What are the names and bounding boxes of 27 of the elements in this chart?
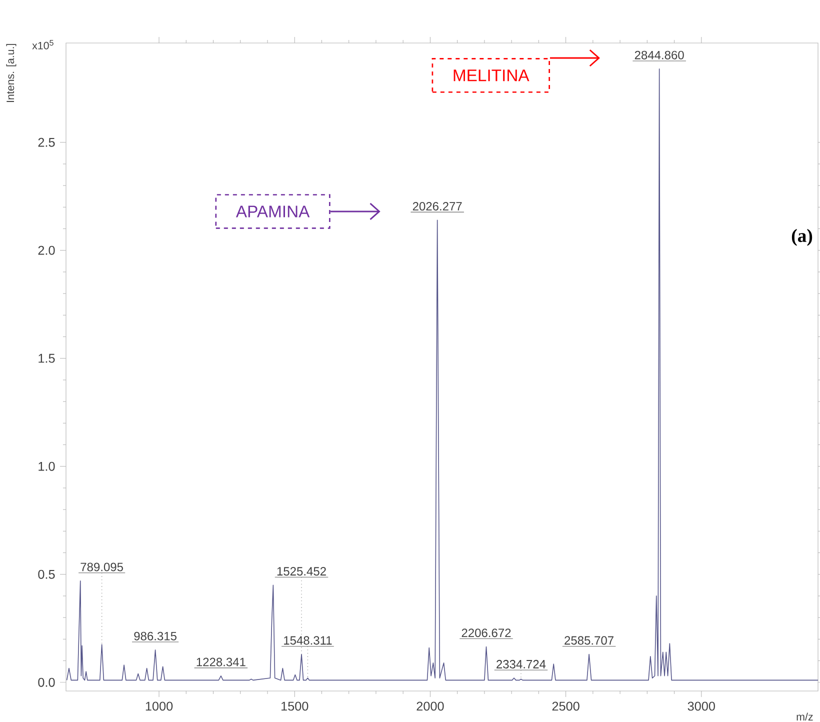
annotation: (a) (792, 228, 812, 246)
x-tick-label: 1500 (281, 702, 308, 711)
x-tick-label: 3000 (688, 702, 715, 711)
annotation: 2585.707 (564, 636, 614, 645)
y-tick-label: 1.5 (38, 354, 55, 363)
y-tick-label: 0.0 (38, 678, 55, 687)
annotation: 1228.341 (196, 658, 246, 666)
text: x10$^{5}$ (32, 40, 54, 50)
y-tick-label: 2.0 (38, 246, 55, 255)
annotation: 986.315 (134, 632, 176, 640)
x-axis-title: m/z (796, 712, 813, 721)
annotation: 2026.277 (412, 202, 462, 211)
annotation: 789.095 (80, 562, 123, 572)
x-tick-label: 1000 (146, 702, 173, 711)
annotation: APAMINA (236, 206, 310, 218)
y-tick-label: 0.5 (38, 570, 55, 579)
annotation: 2206.672 (462, 628, 511, 638)
y-tick-label: 2.5 (38, 138, 55, 147)
x-tick-label: 2000 (416, 702, 444, 711)
annotation: MELITINA (454, 70, 530, 82)
x-tick-label: 2500 (552, 702, 580, 711)
y-tick-label: 1.0 (38, 462, 55, 471)
y-axis-title: Intens. [a.u.] (6, 44, 16, 102)
annotation: 1525.452 (277, 567, 326, 576)
annotation: 2334.724 (496, 660, 546, 668)
annotation: 2844.860 (634, 50, 684, 60)
annotation: 1548.311 (284, 636, 332, 645)
